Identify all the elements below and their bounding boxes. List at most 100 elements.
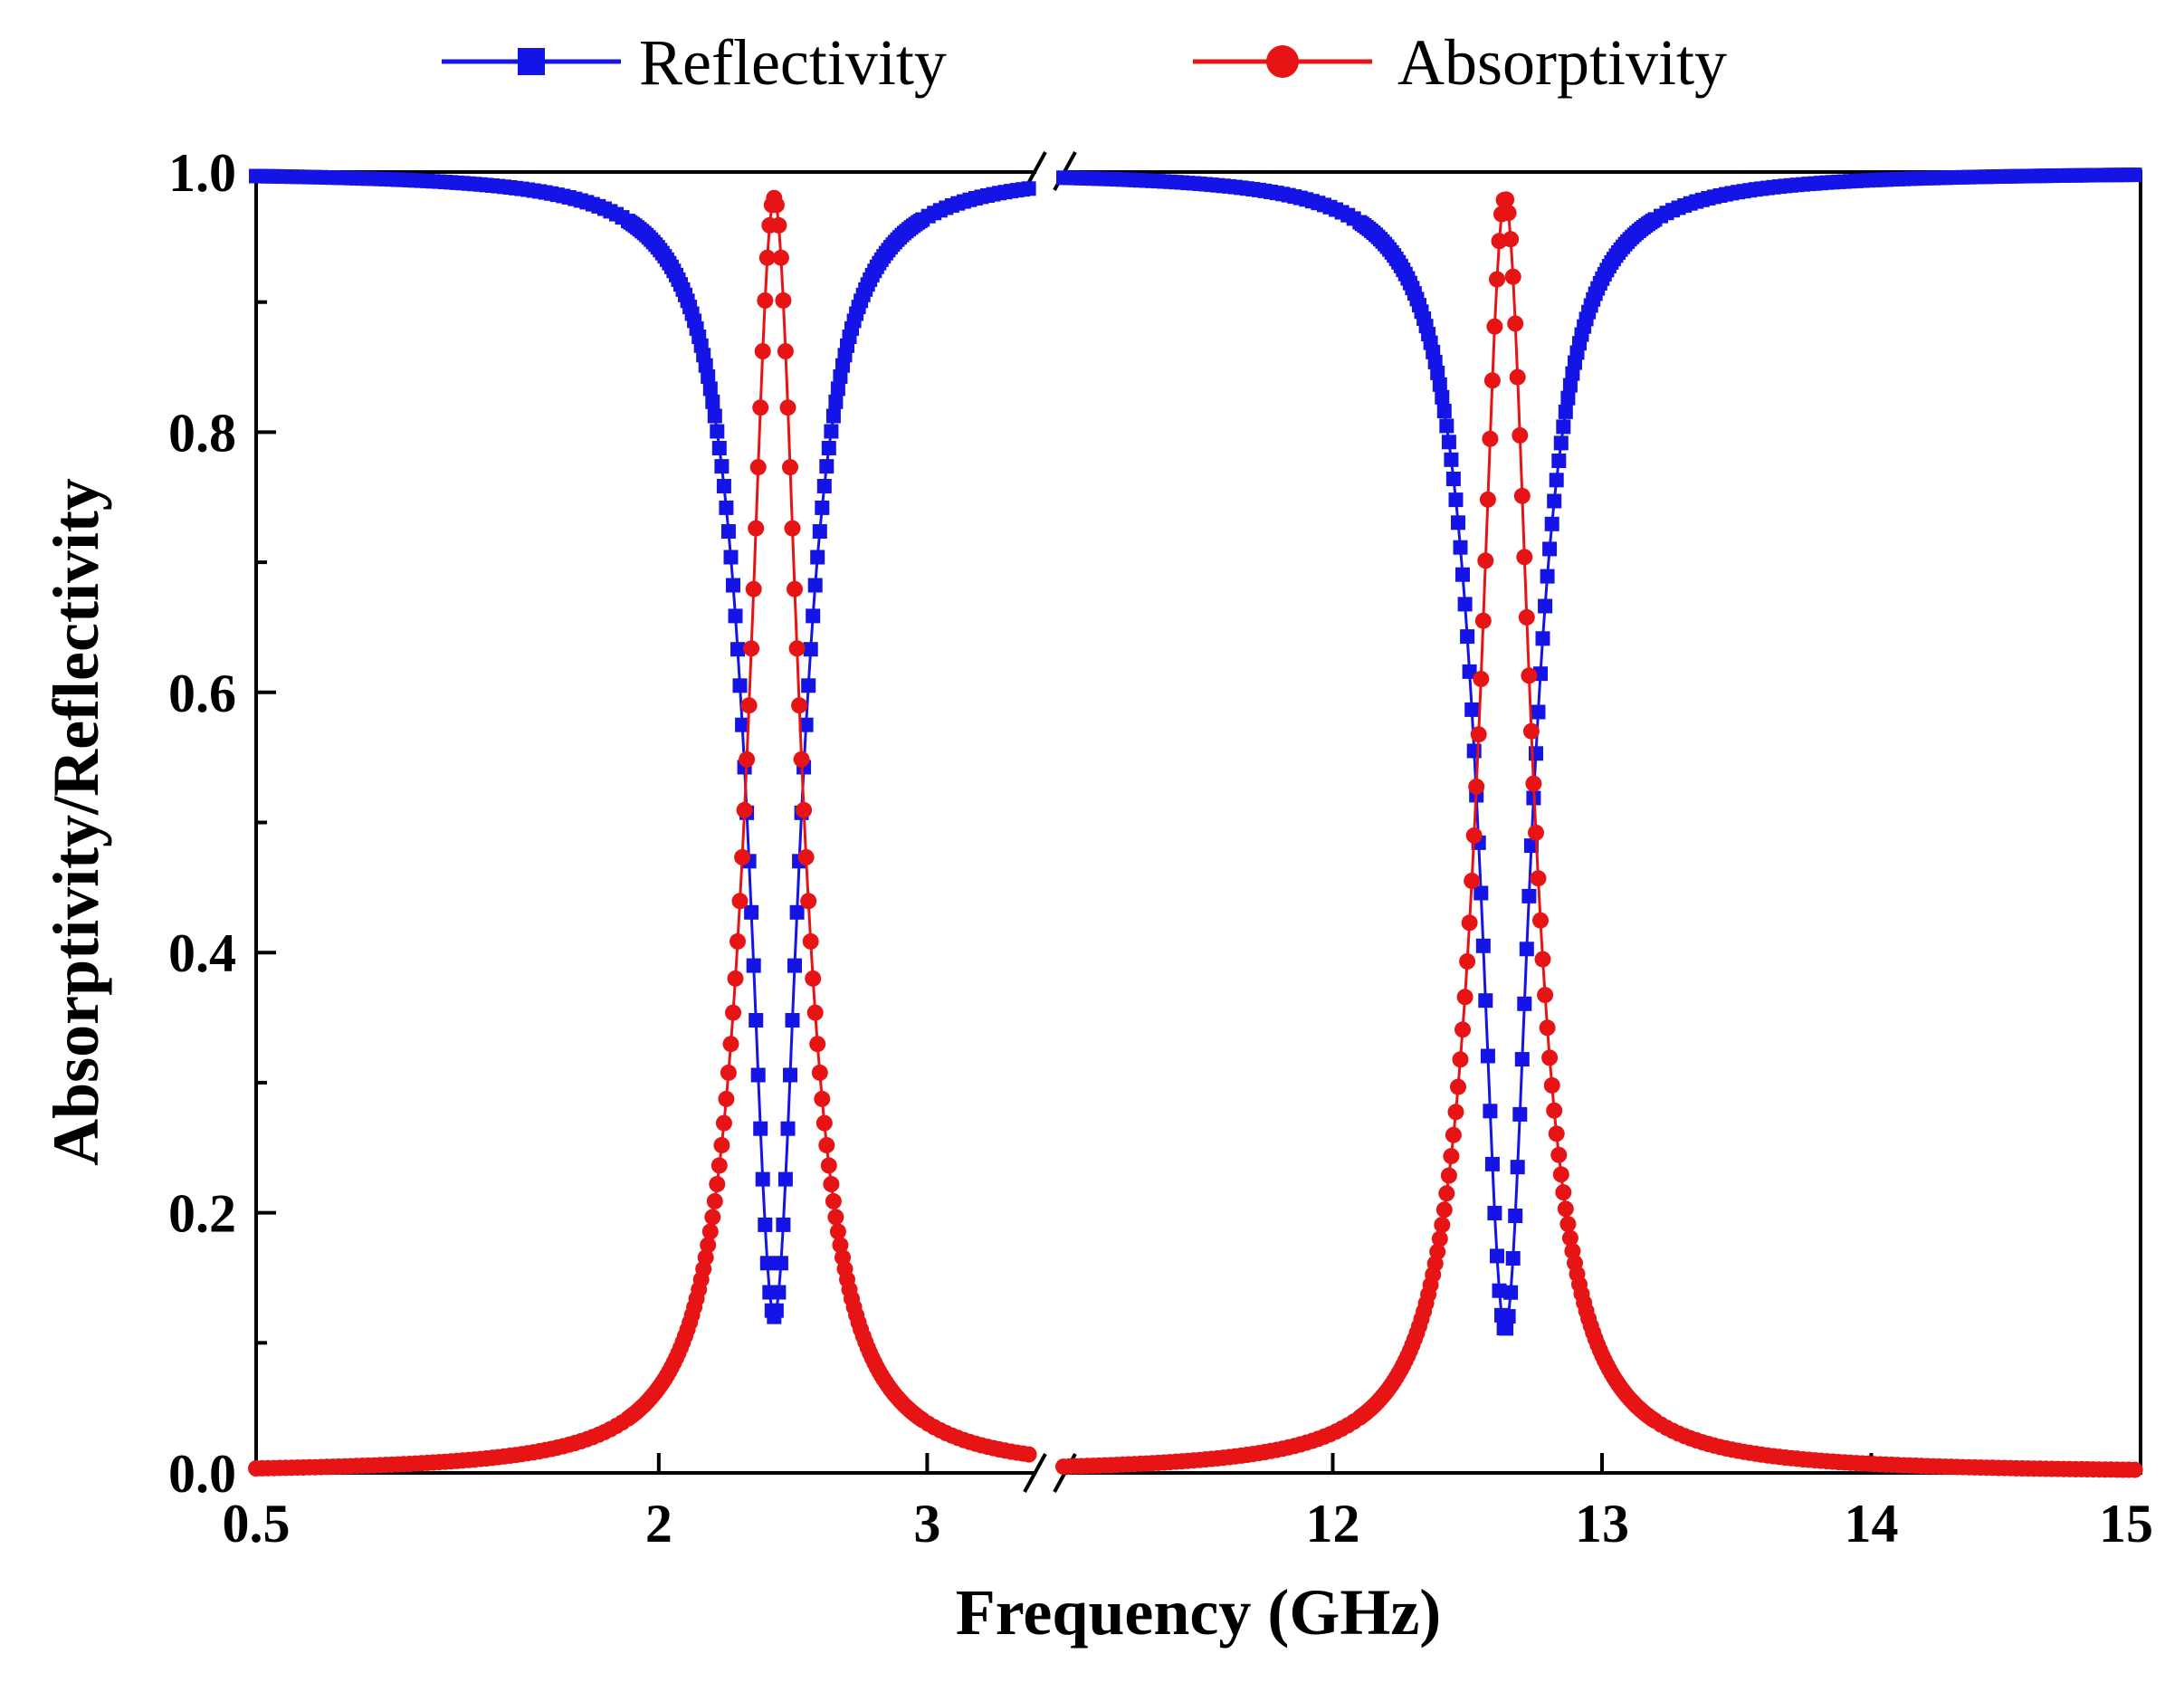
point-reflectivity-0-155 [830, 381, 845, 397]
point-absorptivity-1-117 [1504, 268, 1521, 285]
x-tick-label-1-0: 12 [1306, 1494, 1360, 1553]
series-line-1-0 [255, 193, 1029, 1470]
point-reflectivity-0-123 [758, 1217, 773, 1232]
point-reflectivity-1-124 [1521, 888, 1537, 903]
point-absorptivity-1-105 [1477, 552, 1494, 569]
point-reflectivity-1-115 [1501, 1309, 1516, 1324]
point-absorptivity-1-127 [1528, 824, 1544, 841]
point-absorptivity-1-97 [1459, 953, 1476, 970]
point-reflectivity-1-131 [1538, 598, 1553, 614]
point-reflectivity-0-152 [824, 424, 839, 439]
point-absorptivity-0-138 [791, 697, 808, 714]
point-absorptivity-0-145 [806, 1004, 824, 1021]
point-absorptivity-0-132 [777, 343, 794, 359]
point-reflectivity-0-102 [710, 424, 725, 439]
point-reflectivity-1-106 [1480, 1048, 1495, 1064]
point-reflectivity-1-135 [1547, 493, 1562, 509]
point-absorptivity-0-152 [823, 1176, 840, 1192]
point-reflectivity-1-91 [1445, 472, 1461, 486]
point-reflectivity-0-132 [777, 1171, 793, 1187]
point-absorptivity-1-121 [1513, 487, 1531, 504]
point-reflectivity-0-153 [825, 408, 841, 424]
point-absorptivity-0-120 [749, 459, 767, 476]
point-absorptivity-0-144 [805, 970, 822, 987]
point-absorptivity-1-98 [1461, 914, 1478, 932]
point-absorptivity-0-123 [757, 292, 774, 309]
series-line-0-0 [255, 175, 1029, 1321]
axis-break [1023, 151, 1077, 1493]
series-layer [248, 167, 2143, 1478]
point-reflectivity-0-142 [801, 678, 816, 693]
y-tick-label-1: 0.2 [168, 1184, 236, 1244]
point-reflectivity-0-141 [798, 717, 814, 732]
point-reflectivity-1-128 [1531, 704, 1546, 720]
y-tick-label-0: 0.0 [168, 1444, 236, 1504]
point-reflectivity-0-144 [806, 608, 821, 624]
point-reflectivity-1-89 [1441, 435, 1456, 450]
point-reflectivity-1-120 [1512, 1106, 1528, 1122]
point-reflectivity-1-138 [1553, 435, 1569, 451]
point-reflectivity-1-141 [1560, 390, 1576, 406]
point-absorptivity-0-105 [715, 1114, 732, 1132]
point-absorptivity-0-98 [700, 1237, 717, 1254]
point-reflectivity-0-134 [783, 1067, 797, 1083]
point-reflectivity-1-140 [1558, 404, 1573, 419]
point-absorptivity-1-88 [1438, 1185, 1455, 1202]
point-absorptivity-1-96 [1456, 989, 1473, 1006]
point-absorptivity-0-113 [734, 848, 751, 865]
point-absorptivity-1-120 [1512, 426, 1529, 444]
point-absorptivity-0-156 [832, 1237, 849, 1254]
point-reflectivity-0-101 [707, 408, 722, 424]
point-reflectivity-1-87 [1436, 404, 1452, 418]
point-absorptivity-1-94 [1452, 1051, 1469, 1068]
series-absorptivity [248, 189, 2143, 1478]
point-absorptivity-0-104 [713, 1137, 730, 1153]
point-absorptivity-1-135 [1546, 1102, 1563, 1119]
point-absorptivity-0-139 [793, 750, 810, 768]
point-reflectivity-0-106 [719, 500, 734, 515]
point-reflectivity-0-111 [730, 642, 745, 657]
y-tick-label-2: 0.4 [168, 923, 236, 983]
point-absorptivity-1-139 [1555, 1184, 1572, 1201]
point-absorptivity-1-119 [1509, 368, 1526, 386]
legend-absorptivity-marker [1266, 45, 1299, 78]
point-reflectivity-1-88 [1439, 418, 1454, 434]
point-absorptivity-0-114 [736, 801, 753, 818]
point-reflectivity-1-95 [1455, 567, 1470, 582]
point-reflectivity-1-260 [2127, 167, 2142, 183]
point-reflectivity-0-107 [720, 524, 736, 539]
point-absorptivity-1-131 [1537, 987, 1554, 1004]
point-absorptivity-1-114 [1498, 191, 1515, 208]
point-absorptivity-1-108 [1483, 372, 1501, 389]
point-absorptivity-1-118 [1507, 315, 1524, 332]
point-absorptivity-0-116 [740, 697, 758, 714]
point-absorptivity-0-118 [745, 580, 762, 597]
point-absorptivity-1-106 [1479, 491, 1496, 508]
point-absorptivity-0-137 [788, 640, 806, 657]
point-absorptivity-1-85 [1431, 1230, 1448, 1247]
point-absorptivity-1-130 [1534, 951, 1551, 968]
point-absorptivity-1-126 [1525, 775, 1542, 792]
point-absorptivity-0-130 [772, 249, 789, 266]
x-tick-label-0-0: 0.5 [223, 1494, 291, 1553]
point-reflectivity-0-145 [807, 578, 823, 593]
series-line-1-1 [1063, 197, 2135, 1472]
point-absorptivity-1-123 [1518, 608, 1535, 626]
point-absorptivity-1-92 [1447, 1104, 1464, 1121]
point-absorptivity-0-133 [779, 399, 796, 416]
point-reflectivity-0-156 [833, 369, 848, 384]
point-reflectivity-1-103 [1473, 885, 1489, 901]
y-tick-label-3: 0.6 [168, 664, 236, 723]
point-reflectivity-0-110 [728, 608, 743, 624]
point-absorptivity-0-147 [811, 1064, 828, 1081]
point-reflectivity-0-130 [773, 1256, 788, 1271]
legend-reflectivity-marker [518, 48, 545, 75]
point-reflectivity-1-86 [1435, 389, 1450, 405]
point-absorptivity-1-86 [1434, 1217, 1451, 1233]
point-reflectivity-0-99 [702, 381, 718, 397]
point-reflectivity-1-96 [1457, 597, 1473, 612]
point-reflectivity-0-98 [701, 369, 716, 384]
point-reflectivity-1-108 [1484, 1156, 1500, 1171]
point-absorptivity-0-99 [701, 1223, 719, 1240]
